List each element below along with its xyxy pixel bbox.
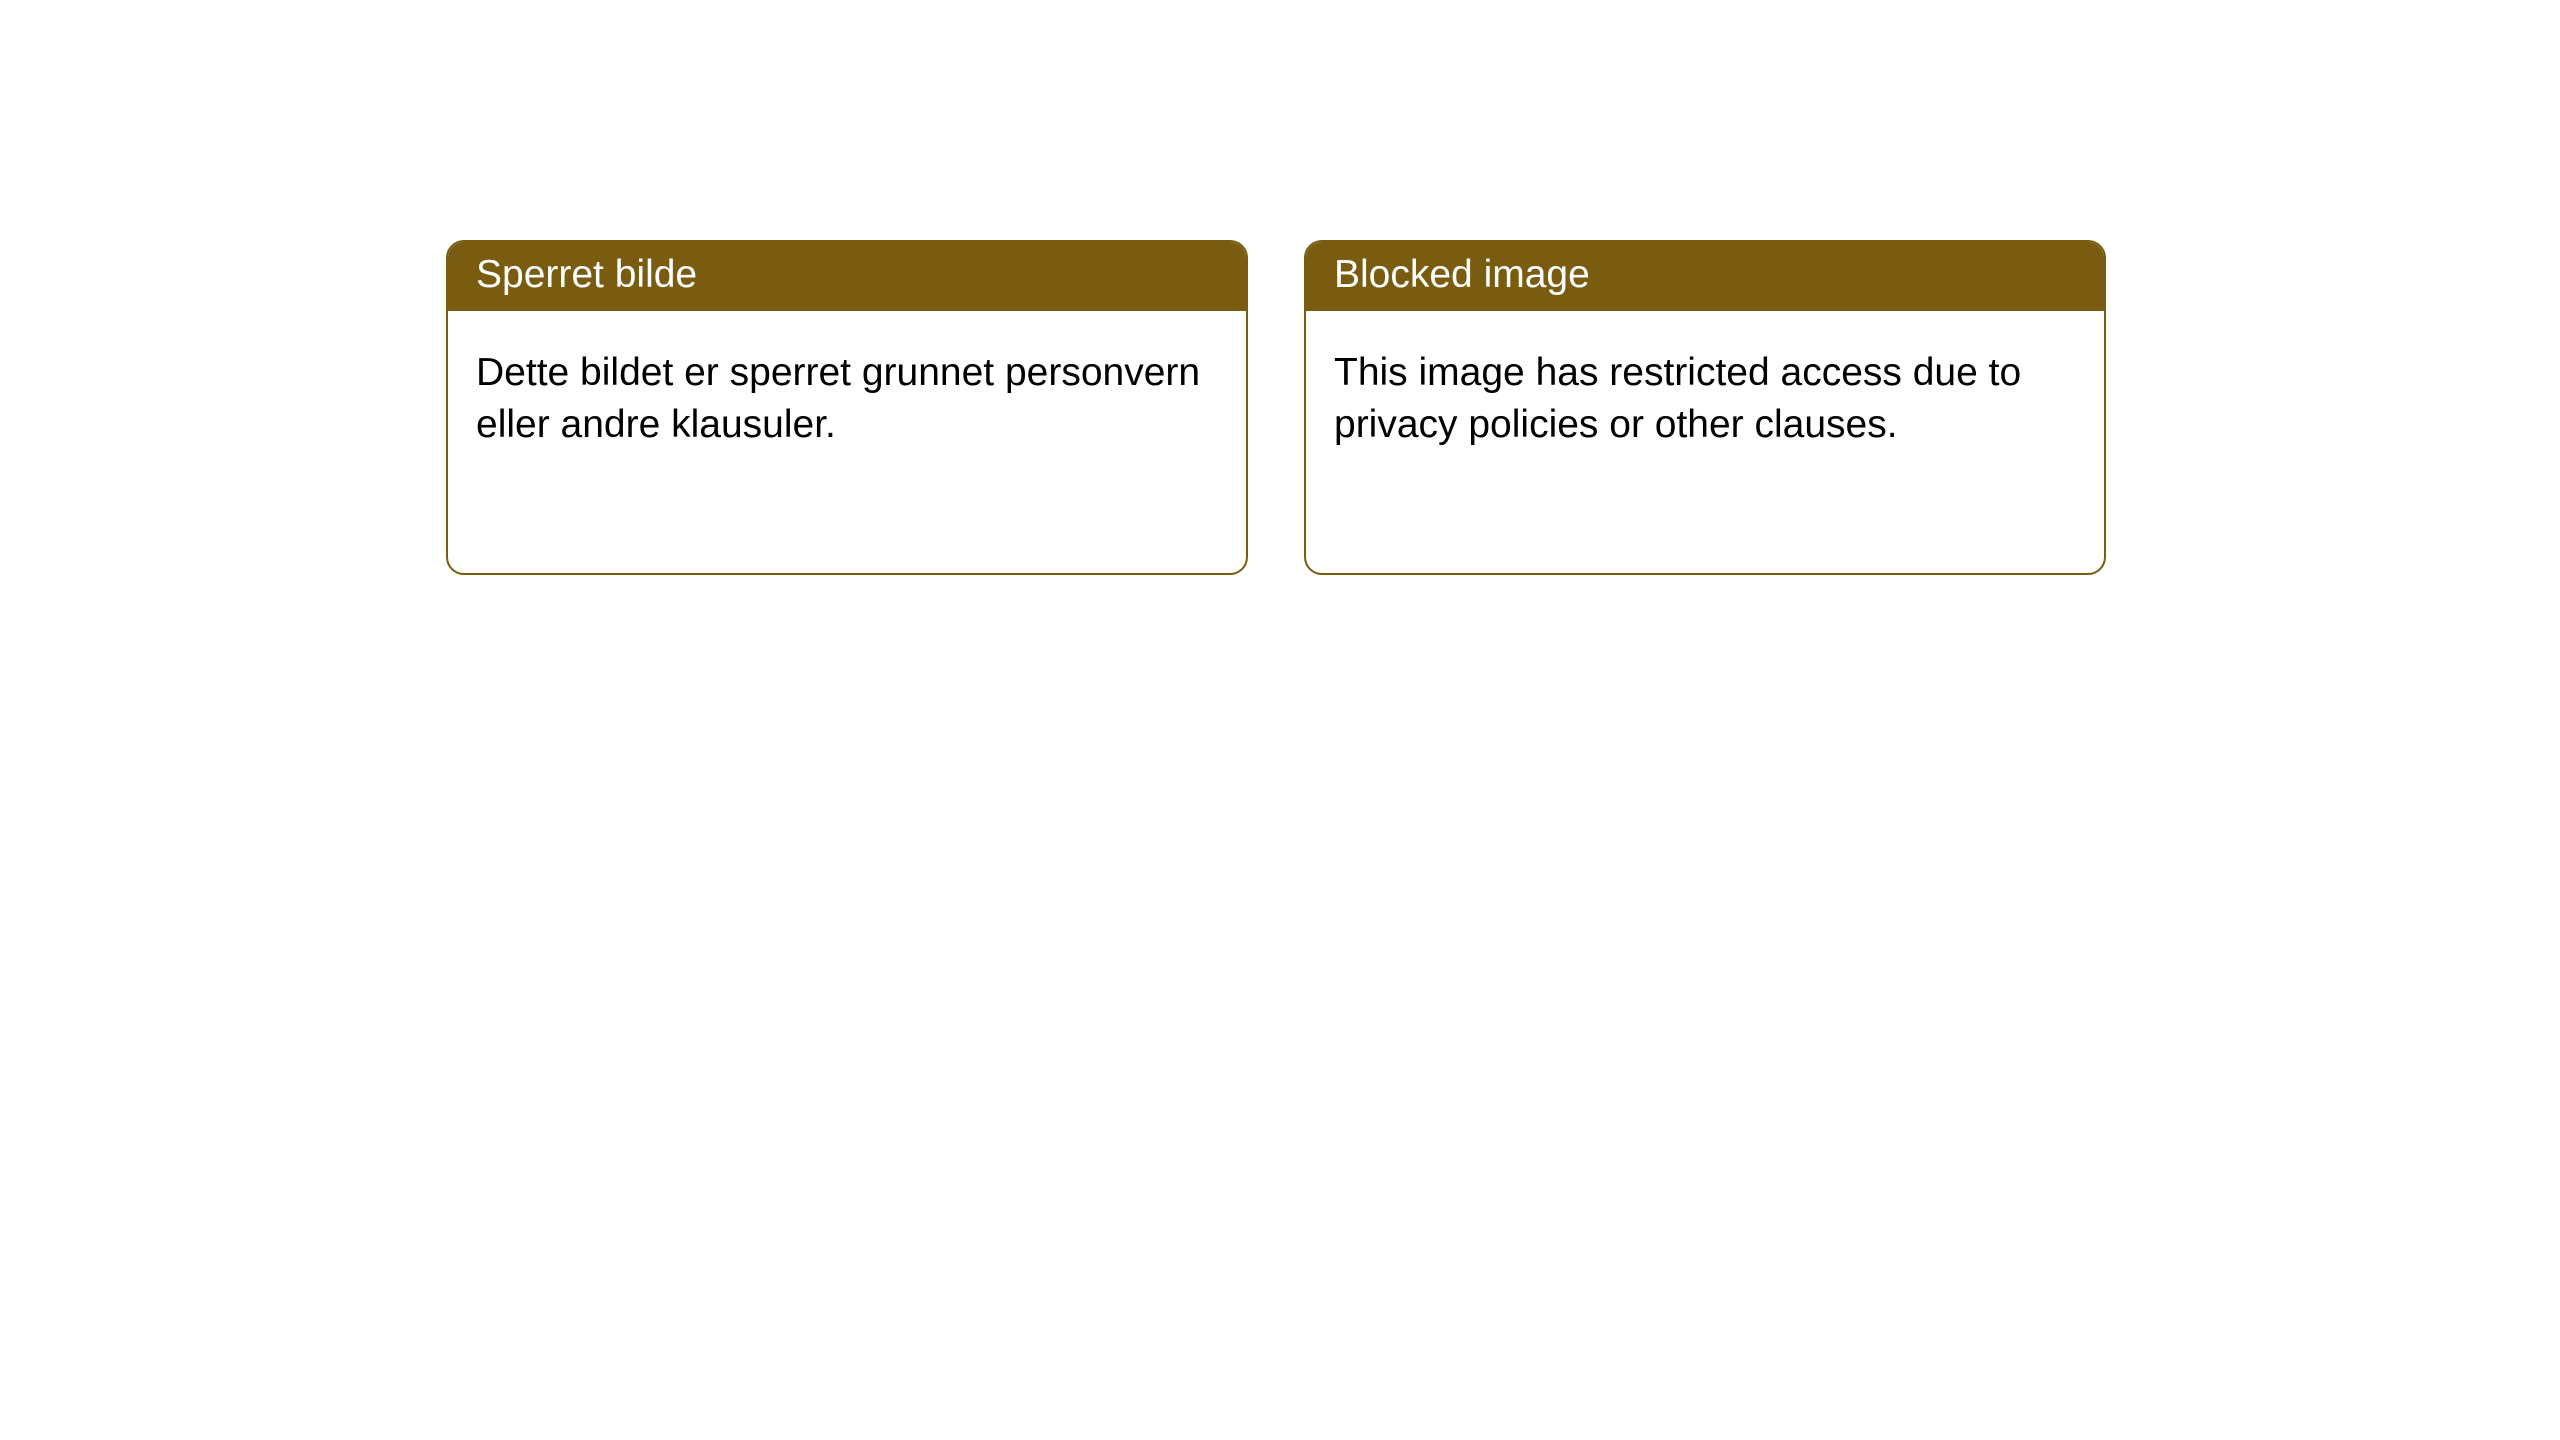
blocked-image-card-no: Sperret bilde Dette bildet er sperret gr… [446, 240, 1248, 575]
card-body-text: Dette bildet er sperret grunnet personve… [476, 351, 1200, 447]
card-title: Blocked image [1334, 253, 1590, 296]
card-body: Dette bildet er sperret grunnet personve… [448, 311, 1246, 476]
card-header: Blocked image [1306, 242, 2104, 311]
card-title: Sperret bilde [476, 253, 697, 296]
blocked-image-card-en: Blocked image This image has restricted … [1304, 240, 2106, 575]
card-header: Sperret bilde [448, 242, 1246, 311]
card-body-text: This image has restricted access due to … [1334, 351, 2021, 447]
card-body: This image has restricted access due to … [1306, 311, 2104, 476]
notice-container: Sperret bilde Dette bildet er sperret gr… [0, 0, 2560, 575]
